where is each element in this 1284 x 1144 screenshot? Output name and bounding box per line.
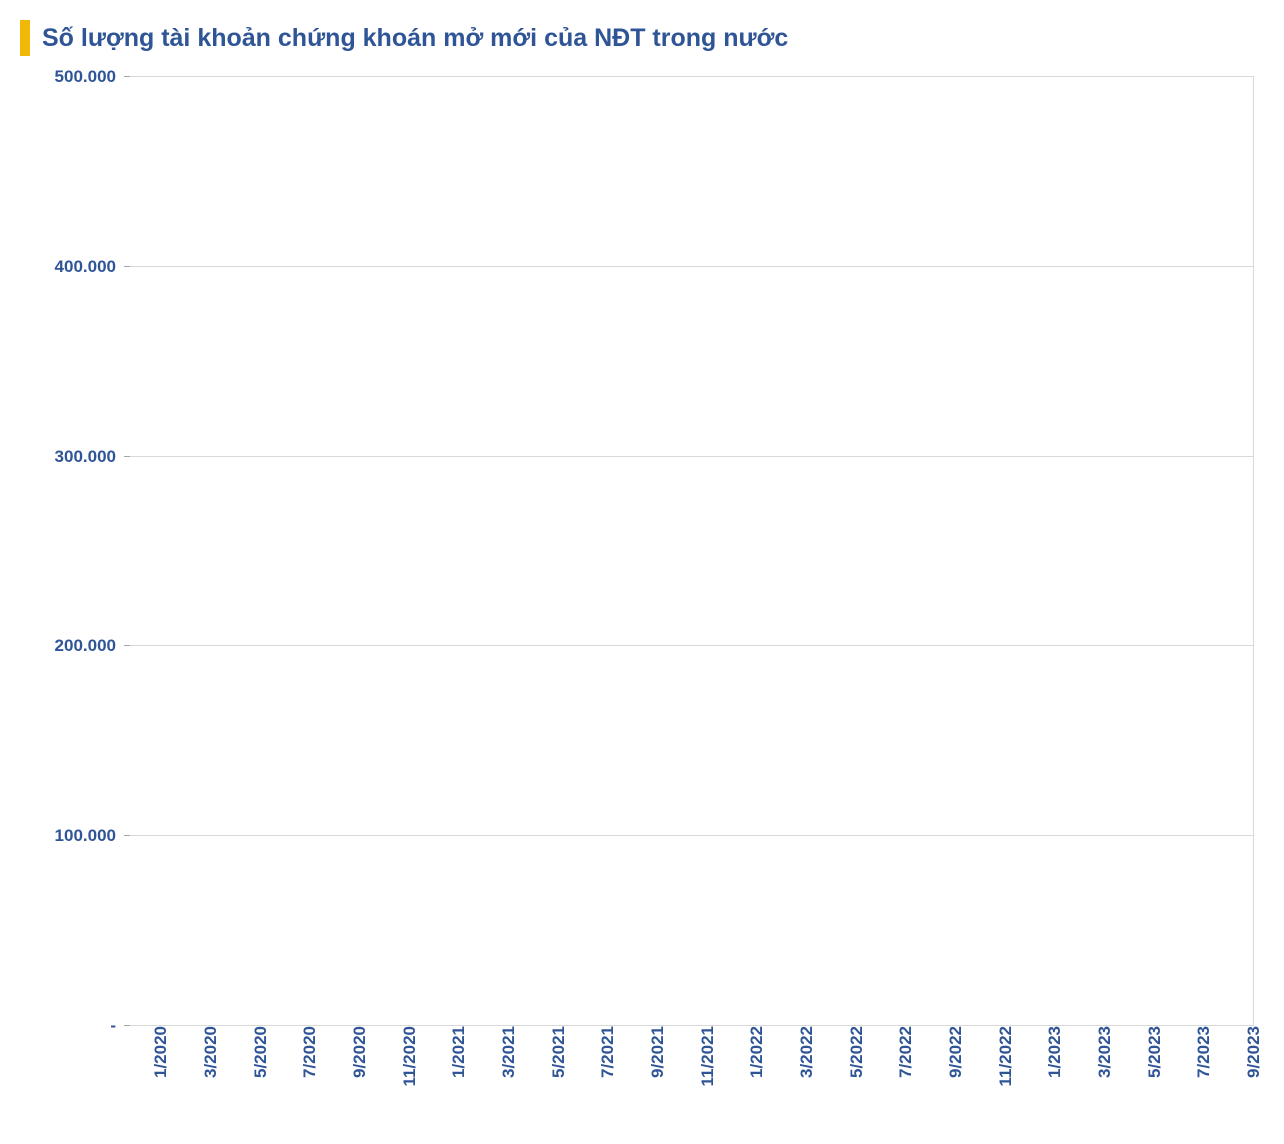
x-axis-label: 5/2020 — [241, 1026, 271, 1078]
gridline — [130, 1025, 1253, 1026]
y-axis-label: 300.000 — [55, 447, 130, 467]
title-row: Số lượng tài khoản chứng khoán mở mới củ… — [20, 20, 1264, 56]
gridline — [130, 266, 1253, 267]
chart-container: Số lượng tài khoản chứng khoán mở mới củ… — [20, 20, 1264, 1124]
x-axis-label: 1/2020 — [141, 1026, 171, 1078]
gridline — [130, 456, 1253, 457]
x-axis-label: 1/2021 — [439, 1026, 469, 1078]
x-axis-label: 7/2022 — [886, 1026, 916, 1078]
y-axis-label: 100.000 — [55, 826, 130, 846]
x-axis-label: 3/2021 — [489, 1026, 519, 1078]
x-axis-label: 9/2021 — [638, 1026, 668, 1078]
x-axis-label: 7/2023 — [1184, 1026, 1214, 1078]
title-accent-bar — [20, 20, 30, 56]
gridline — [130, 835, 1253, 836]
x-axis-label: 11/2021 — [688, 1026, 718, 1087]
y-axis-label: 500.000 — [55, 67, 130, 87]
x-axis-label: 7/2021 — [588, 1026, 618, 1078]
x-axis-label: 11/2020 — [390, 1026, 420, 1087]
x-axis-label: 9/2022 — [936, 1026, 966, 1078]
x-axis-label: 9/2020 — [340, 1026, 370, 1078]
gridline — [130, 645, 1253, 646]
x-axis-label: 7/2020 — [290, 1026, 320, 1078]
gridline — [130, 76, 1253, 77]
plot-area: 1/20203/20205/20207/20209/202011/20201/2… — [130, 76, 1254, 1026]
x-axis-label: 1/2023 — [1035, 1026, 1065, 1078]
x-axis-label: 5/2021 — [539, 1026, 569, 1078]
chart-title: Số lượng tài khoản chứng khoán mở mới củ… — [42, 24, 788, 53]
x-axis-label: 9/2023 — [1234, 1026, 1264, 1078]
x-axis-label: 3/2023 — [1085, 1026, 1115, 1078]
y-axis-label: 200.000 — [55, 636, 130, 656]
x-axis-label: 1/2022 — [737, 1026, 767, 1078]
y-axis-label: - — [110, 1016, 130, 1036]
y-axis-label: 400.000 — [55, 257, 130, 277]
x-axis-label: 3/2022 — [787, 1026, 817, 1078]
x-axis-label: 11/2022 — [986, 1026, 1016, 1087]
x-axis-label: 3/2020 — [191, 1026, 221, 1078]
bars-group: 1/20203/20205/20207/20209/202011/20201/2… — [130, 77, 1253, 1026]
x-axis-label: 5/2022 — [837, 1026, 867, 1078]
x-axis-label: 5/2023 — [1135, 1026, 1165, 1078]
